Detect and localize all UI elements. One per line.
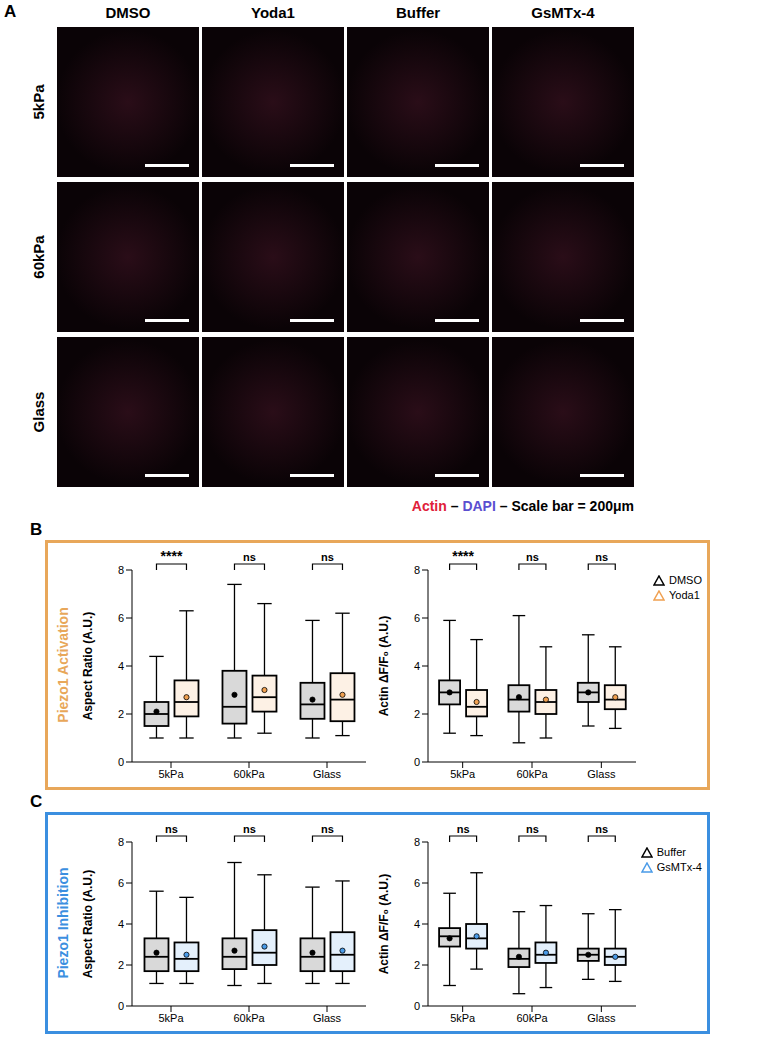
svg-text:2: 2 <box>118 959 124 971</box>
svg-text:4: 4 <box>414 660 420 672</box>
svg-text:60kPa: 60kPa <box>516 768 548 780</box>
svg-text:5kPa: 5kPa <box>450 1012 476 1024</box>
svg-text:60kPa: 60kPa <box>233 1012 265 1024</box>
svg-text:8: 8 <box>118 564 124 576</box>
svg-text:4: 4 <box>118 660 124 672</box>
svg-text:60kPa: 60kPa <box>233 768 265 780</box>
svg-text:0: 0 <box>414 1000 420 1012</box>
svg-text:Piezo1 Activation: Piezo1 Activation <box>55 607 71 722</box>
svg-text:ns: ns <box>526 551 539 563</box>
svg-text:6: 6 <box>414 612 420 624</box>
svg-text:Glass: Glass <box>313 1012 342 1024</box>
svg-text:0: 0 <box>118 756 124 768</box>
svg-text:Actin ΔF/F₀ (A.U.): Actin ΔF/F₀ (A.U.) <box>377 616 391 717</box>
html-text:DMSO: DMSO <box>105 4 151 21</box>
html-text:Yoda1: Yoda1 <box>669 589 700 601</box>
svg-text:Glass: Glass <box>587 768 616 780</box>
html-text:B: B <box>30 520 43 539</box>
html-text:Yoda1: Yoda1 <box>251 4 295 21</box>
svg-text:6: 6 <box>118 877 124 889</box>
svg-text:8: 8 <box>118 836 124 848</box>
svg-text:Aspect Ratio (A.U.): Aspect Ratio (A.U.) <box>81 870 95 979</box>
html-text:C: C <box>30 792 43 811</box>
svg-text:6: 6 <box>414 877 420 889</box>
svg-text:6: 6 <box>118 612 124 624</box>
html-text:Buffer: Buffer <box>656 846 686 858</box>
svg-text:5kPa: 5kPa <box>450 768 476 780</box>
svg-text:60kPa: 60kPa <box>516 1012 548 1024</box>
svg-text:Glass: Glass <box>30 392 47 433</box>
svg-text:ns: ns <box>243 823 256 835</box>
svg-text:5kPa: 5kPa <box>30 84 47 120</box>
svg-text:2: 2 <box>118 708 124 720</box>
html-text:Buffer: Buffer <box>395 4 441 21</box>
html-text:A: A <box>4 2 17 21</box>
html-text:DMSO: DMSO <box>669 574 702 586</box>
svg-text:Piezo1 Inhibition: Piezo1 Inhibition <box>55 867 71 978</box>
svg-text:Actin ΔF/F₀ (A.U.): Actin ΔF/F₀ (A.U.) <box>377 874 391 975</box>
svg-text:5kPa: 5kPa <box>158 768 184 780</box>
html-text:Actin – DAPI – Scale bar = 200: Actin – DAPI – Scale bar = 200μm <box>411 498 634 514</box>
svg-text:ns: ns <box>165 823 178 835</box>
svg-text:Aspect Ratio (A.U.): Aspect Ratio (A.U.) <box>81 612 95 721</box>
svg-text:ns: ns <box>321 823 334 835</box>
svg-text:60kPa: 60kPa <box>30 235 47 279</box>
svg-text:ns: ns <box>243 551 256 563</box>
svg-text:4: 4 <box>414 918 420 930</box>
svg-text:5kPa: 5kPa <box>158 1012 184 1024</box>
svg-text:****: **** <box>161 548 183 564</box>
svg-text:8: 8 <box>414 836 420 848</box>
svg-text:Glass: Glass <box>587 1012 616 1024</box>
svg-text:8: 8 <box>414 564 420 576</box>
html-text:GsMTx-4: GsMTx-4 <box>656 861 702 873</box>
svg-text:4: 4 <box>118 918 124 930</box>
svg-text:0: 0 <box>118 1000 124 1012</box>
svg-text:ns: ns <box>595 551 608 563</box>
html-text:GsMTx-4: GsMTx-4 <box>531 4 595 21</box>
svg-text:Glass: Glass <box>313 768 342 780</box>
svg-text:2: 2 <box>414 959 420 971</box>
svg-text:****: **** <box>452 548 474 564</box>
svg-text:ns: ns <box>595 823 608 835</box>
svg-text:ns: ns <box>526 823 539 835</box>
svg-text:2: 2 <box>414 708 420 720</box>
svg-text:0: 0 <box>414 756 420 768</box>
svg-text:ns: ns <box>457 823 470 835</box>
svg-text:ns: ns <box>321 551 334 563</box>
